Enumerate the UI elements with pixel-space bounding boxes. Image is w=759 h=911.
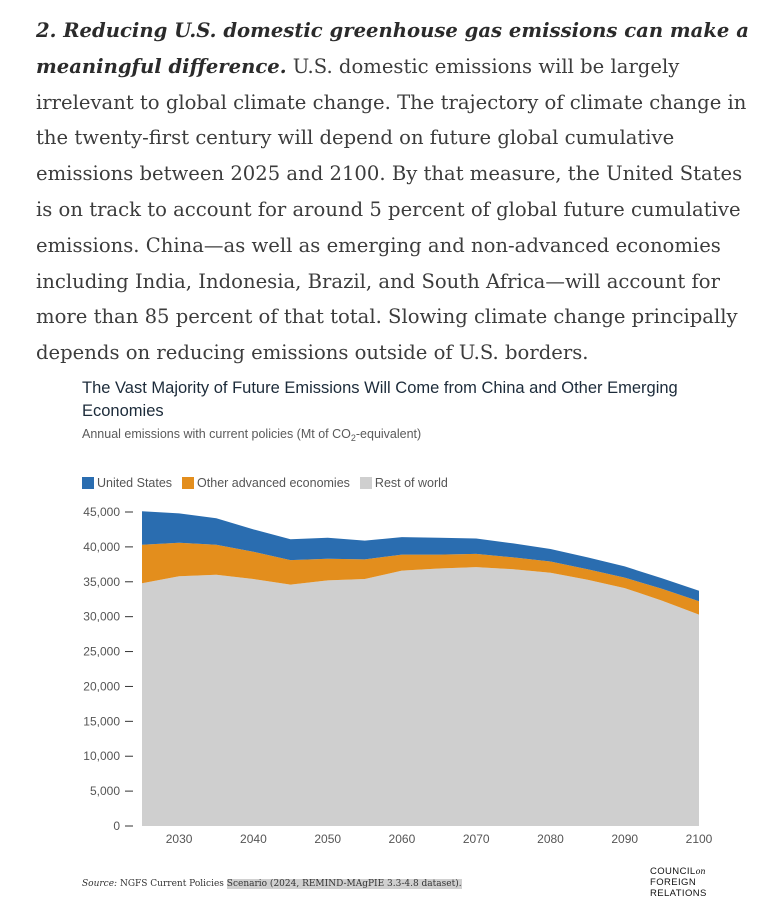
source-label: Source: [82, 879, 118, 889]
x-tick-label: 2030 [166, 832, 193, 846]
logo-line-foreign: FOREIGN [650, 877, 697, 888]
x-tick-label: 2040 [240, 832, 267, 846]
y-tick-label: 40,000 [83, 540, 120, 554]
chart-subtitle-prefix: Annual emissions with current policies (… [82, 427, 351, 441]
chart-subtitle-suffix: -equivalent) [355, 427, 422, 441]
y-tick-label: 35,000 [83, 575, 120, 589]
legend-label-rest-of-world: Rest of world [374, 476, 448, 490]
y-tick-label: 25,000 [83, 645, 120, 659]
chart-legend: United States Other advanced economies R… [82, 476, 448, 490]
x-tick-label: 2070 [463, 832, 490, 846]
legend-swatch-rest-of-world [359, 477, 372, 489]
y-tick-label: 5,000 [90, 784, 120, 798]
legend-swatch-united-states [82, 477, 94, 489]
legend-item-other-advanced: Other advanced economies [182, 476, 350, 490]
logo-on: on [695, 867, 706, 876]
emissions-area-chart: 0 5,000 10,000 15,000 20,000 25,000 30,000 35,0… [83, 505, 713, 846]
cfr-logo: COUNCILon FOREIGN RELATIONS [650, 866, 707, 899]
y-tick-label: 15,000 [83, 714, 120, 728]
paragraph-lead: 2. Reducing U.S. domestic greenhouse gas… [36, 19, 749, 78]
source-text: NGFS Current Policies [117, 879, 227, 889]
y-tick-label: 20,000 [83, 679, 120, 693]
chart-subtitle-subscript: 2 [350, 433, 356, 443]
y-tick-label: 10,000 [83, 749, 120, 763]
x-tick-label: 2060 [389, 832, 416, 846]
source-highlighted-text: Scenario (2024, REMIND-MAgPIE 3.3-4.8 da… [226, 879, 462, 889]
chart-title: The Vast Majority of Future Emissions Wi… [82, 379, 678, 420]
article-paragraph: 2. Reducing U.S. domestic greenhouse gas… [36, 13, 752, 371]
chart-subtitle: Annual emissions with current policies (… [82, 427, 421, 443]
y-tick-label: 0 [113, 819, 120, 833]
logo-line-council: COUNCIL [650, 866, 696, 877]
legend-swatch-other-advanced [182, 477, 195, 489]
area-other-advanced-economies [142, 542, 699, 615]
paragraph-body: U.S. domestic emissions will be largely … [36, 54, 747, 365]
y-tick-label: 30,000 [83, 610, 120, 624]
logo-line-relations: RELATIONS [650, 888, 707, 899]
area-united-states [142, 511, 699, 602]
legend-label-united-states: United States [97, 476, 173, 490]
x-tick-label: 2100 [686, 832, 713, 846]
x-tick-label: 2090 [611, 832, 638, 846]
area-rest-of-world [142, 567, 699, 826]
y-tick-label: 45,000 [83, 505, 120, 519]
legend-label-other-advanced: Other advanced economies [197, 476, 350, 490]
chart-source: Source: NGFS Current Policies Scenario (… [82, 879, 462, 889]
legend-item-united-states: United States [82, 476, 172, 490]
x-tick-label: 2080 [537, 832, 564, 846]
x-tick-label: 2050 [314, 832, 341, 846]
legend-item-rest-of-world: Rest of world [359, 476, 448, 490]
